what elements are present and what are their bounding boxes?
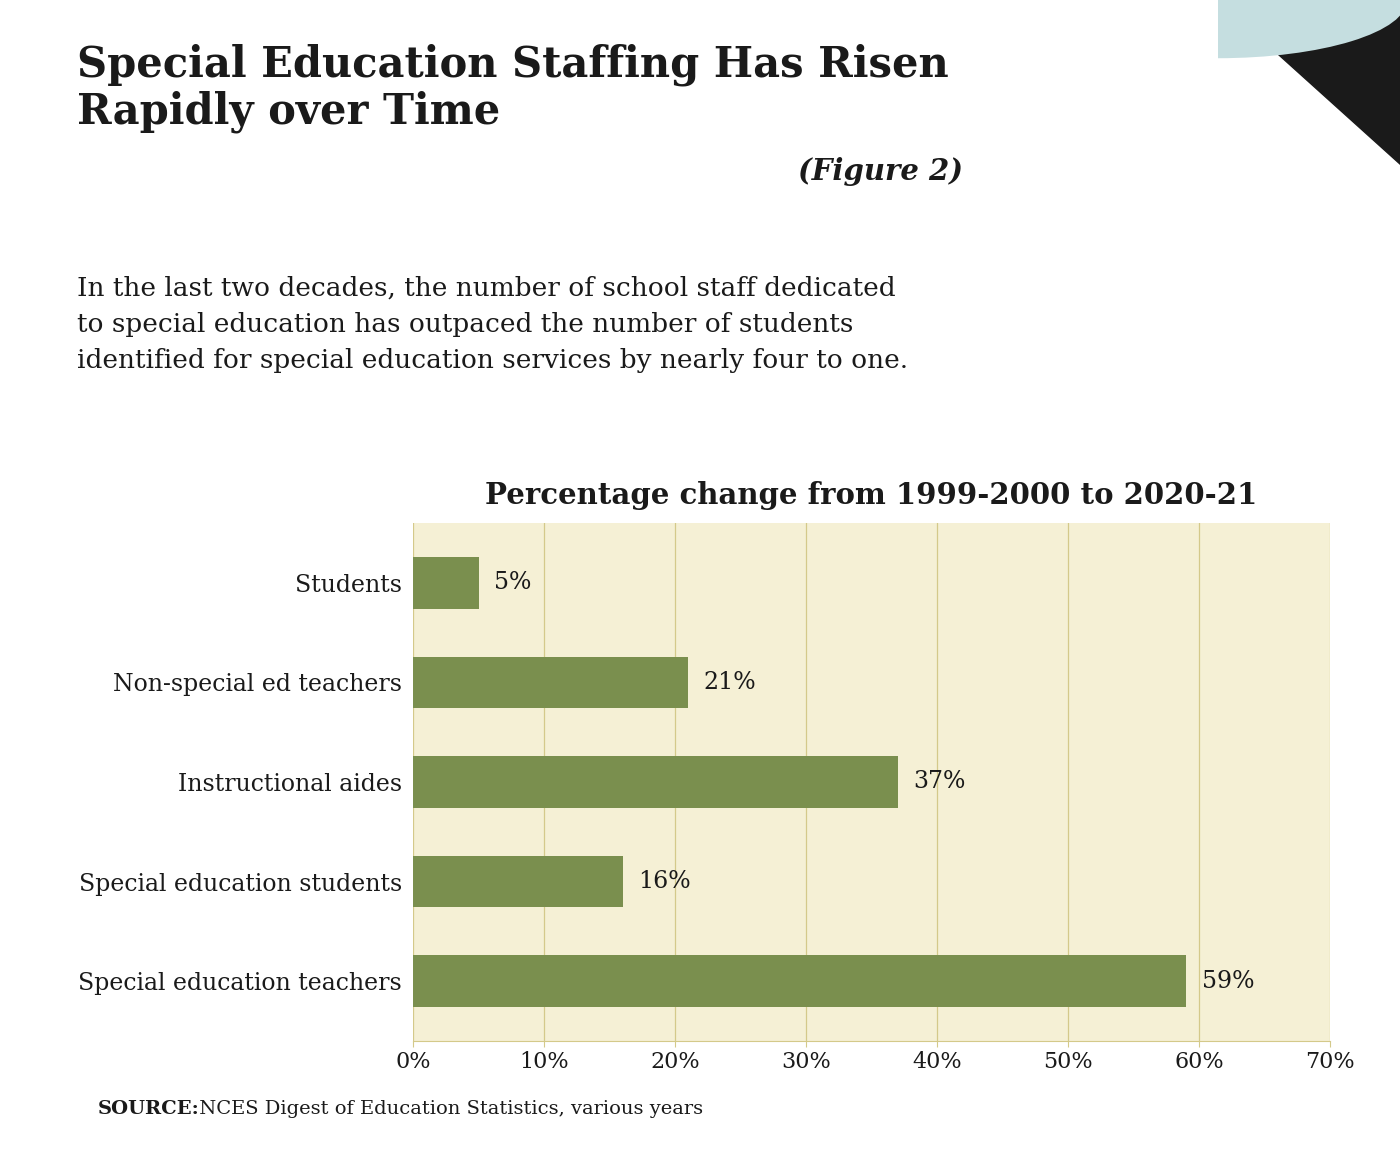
Bar <box>413 956 1186 1007</box>
Text: 21%: 21% <box>704 670 756 693</box>
Bar <box>413 757 897 807</box>
Text: (Figure 2): (Figure 2) <box>798 158 963 186</box>
Text: Special Education Staffing Has Risen
Rapidly over Time: Special Education Staffing Has Risen Rap… <box>77 43 949 133</box>
Bar <box>413 657 687 708</box>
Wedge shape <box>1218 0 1400 59</box>
Polygon shape <box>1218 0 1400 163</box>
Text: In the last two decades, the number of school staff dedicated
to special educati: In the last two decades, the number of s… <box>77 276 909 373</box>
Bar <box>413 557 479 608</box>
Text: 59%: 59% <box>1201 969 1254 992</box>
Text: 16%: 16% <box>638 871 692 894</box>
Text: NCES Digest of Education Statistics, various years: NCES Digest of Education Statistics, var… <box>193 1099 703 1118</box>
Bar <box>413 856 623 907</box>
Text: 5%: 5% <box>494 572 532 595</box>
Title: Percentage change from 1999-2000 to 2020-21: Percentage change from 1999-2000 to 2020… <box>486 481 1257 509</box>
Text: SOURCE:: SOURCE: <box>98 1099 200 1118</box>
Text: 37%: 37% <box>913 770 966 793</box>
